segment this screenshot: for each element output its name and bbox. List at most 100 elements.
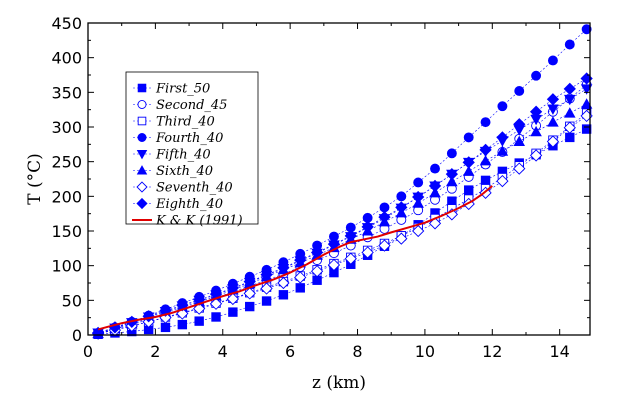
data-point <box>193 302 206 315</box>
data-point <box>243 287 256 300</box>
data-point <box>245 301 255 312</box>
data-point <box>211 312 221 322</box>
data-point <box>580 84 593 95</box>
y-tick-label: 250 <box>51 153 82 172</box>
legend-entry: Fourth_40 <box>133 131 223 146</box>
y-tick-label: 450 <box>51 14 82 33</box>
plot-marks <box>91 24 593 340</box>
legend-entry: Third_40 <box>133 115 215 130</box>
data-point <box>564 94 576 106</box>
data-point <box>260 268 273 281</box>
x-tick-label: 2 <box>150 342 160 361</box>
data-point <box>228 307 238 317</box>
data-point <box>277 276 290 290</box>
legend-marker <box>136 165 148 175</box>
axes: 0 2 4 6 8 10 12 14 0 50 100 150 200 250 300 350 400 450 <box>51 14 590 361</box>
data-point <box>379 202 390 213</box>
x-tick-label: 6 <box>285 342 295 361</box>
data-point <box>563 121 576 134</box>
y-tick-label: 150 <box>51 222 82 241</box>
data-point <box>464 185 474 195</box>
data-point <box>564 39 575 50</box>
legend-label: Eighth_40 <box>155 197 223 212</box>
y-tick-label: 200 <box>51 187 82 206</box>
data-point <box>361 246 374 259</box>
data-point <box>194 316 204 326</box>
data-point <box>412 190 425 204</box>
legend-label: First_50 <box>155 82 210 97</box>
data-point <box>395 232 408 245</box>
legend-label: Fifth_40 <box>155 148 211 163</box>
data-point <box>91 326 105 340</box>
data-point <box>563 82 576 96</box>
legend-label: Fourth_40 <box>155 131 223 146</box>
data-point <box>226 292 240 306</box>
data-point <box>378 210 391 224</box>
data-point <box>278 290 289 300</box>
y-tick-label: 0 <box>72 326 82 345</box>
legend-entry: First_50 <box>133 82 210 97</box>
data-point <box>446 148 457 159</box>
legend-marker <box>136 197 148 210</box>
data-point <box>513 162 526 175</box>
data-point <box>529 149 543 162</box>
data-point <box>344 229 357 242</box>
data-point <box>160 322 171 333</box>
legend-entry: Seventh_40 <box>133 181 233 196</box>
data-point <box>396 191 407 202</box>
legend-box <box>125 71 259 225</box>
data-point <box>565 132 575 143</box>
data-point <box>514 85 525 96</box>
legend-label: Seventh_40 <box>156 181 233 196</box>
data-point <box>581 124 592 134</box>
data-point <box>546 93 560 106</box>
data-point <box>529 105 543 118</box>
y-tick-label: 50 <box>62 291 82 310</box>
legend-label: K & K (1991) <box>155 214 243 229</box>
data-point <box>209 297 223 310</box>
data-point <box>479 143 492 157</box>
legend-entry: Sixth_40 <box>133 164 213 179</box>
data-point <box>445 168 459 181</box>
data-point <box>395 201 408 214</box>
x-tick-label: 14 <box>549 342 569 361</box>
data-point <box>295 283 305 293</box>
data-point <box>177 319 188 330</box>
y-tick-label: 350 <box>51 83 82 102</box>
y-axis-title: T (°C) <box>25 153 45 205</box>
legend-entry: K & K (1991) <box>132 214 243 229</box>
legend-marker <box>136 181 148 193</box>
x-axis-title: z (km) <box>312 373 366 393</box>
data-point <box>361 220 374 233</box>
data-point <box>531 70 542 81</box>
data-point <box>496 145 509 156</box>
data-point <box>294 271 307 284</box>
data-point <box>546 135 560 148</box>
x-tick-label: 12 <box>482 342 502 361</box>
data-point <box>344 252 357 265</box>
x-tick-label: 4 <box>218 342 228 361</box>
legend-entry: Second_45 <box>133 98 227 113</box>
data-point <box>260 282 273 295</box>
x-tick-label: 10 <box>415 342 435 361</box>
legend-label: Sixth_40 <box>156 164 213 179</box>
data-point <box>446 175 458 187</box>
data-point <box>480 117 491 128</box>
data-point <box>496 131 509 144</box>
reference-curve <box>97 185 493 331</box>
data-point <box>327 258 341 272</box>
data-point <box>564 107 576 118</box>
data-point <box>480 175 491 186</box>
data-point <box>530 125 542 137</box>
legend-marker <box>137 83 147 93</box>
legend-entry: Fifth_40 <box>133 148 211 163</box>
data-point <box>547 116 559 127</box>
data-point <box>513 118 526 131</box>
legend-label: Third_40 <box>156 115 215 130</box>
legend-entry: Eighth_40 <box>133 197 223 212</box>
data-point <box>513 135 526 147</box>
y-tick-label: 100 <box>51 257 82 276</box>
data-point <box>261 296 272 306</box>
